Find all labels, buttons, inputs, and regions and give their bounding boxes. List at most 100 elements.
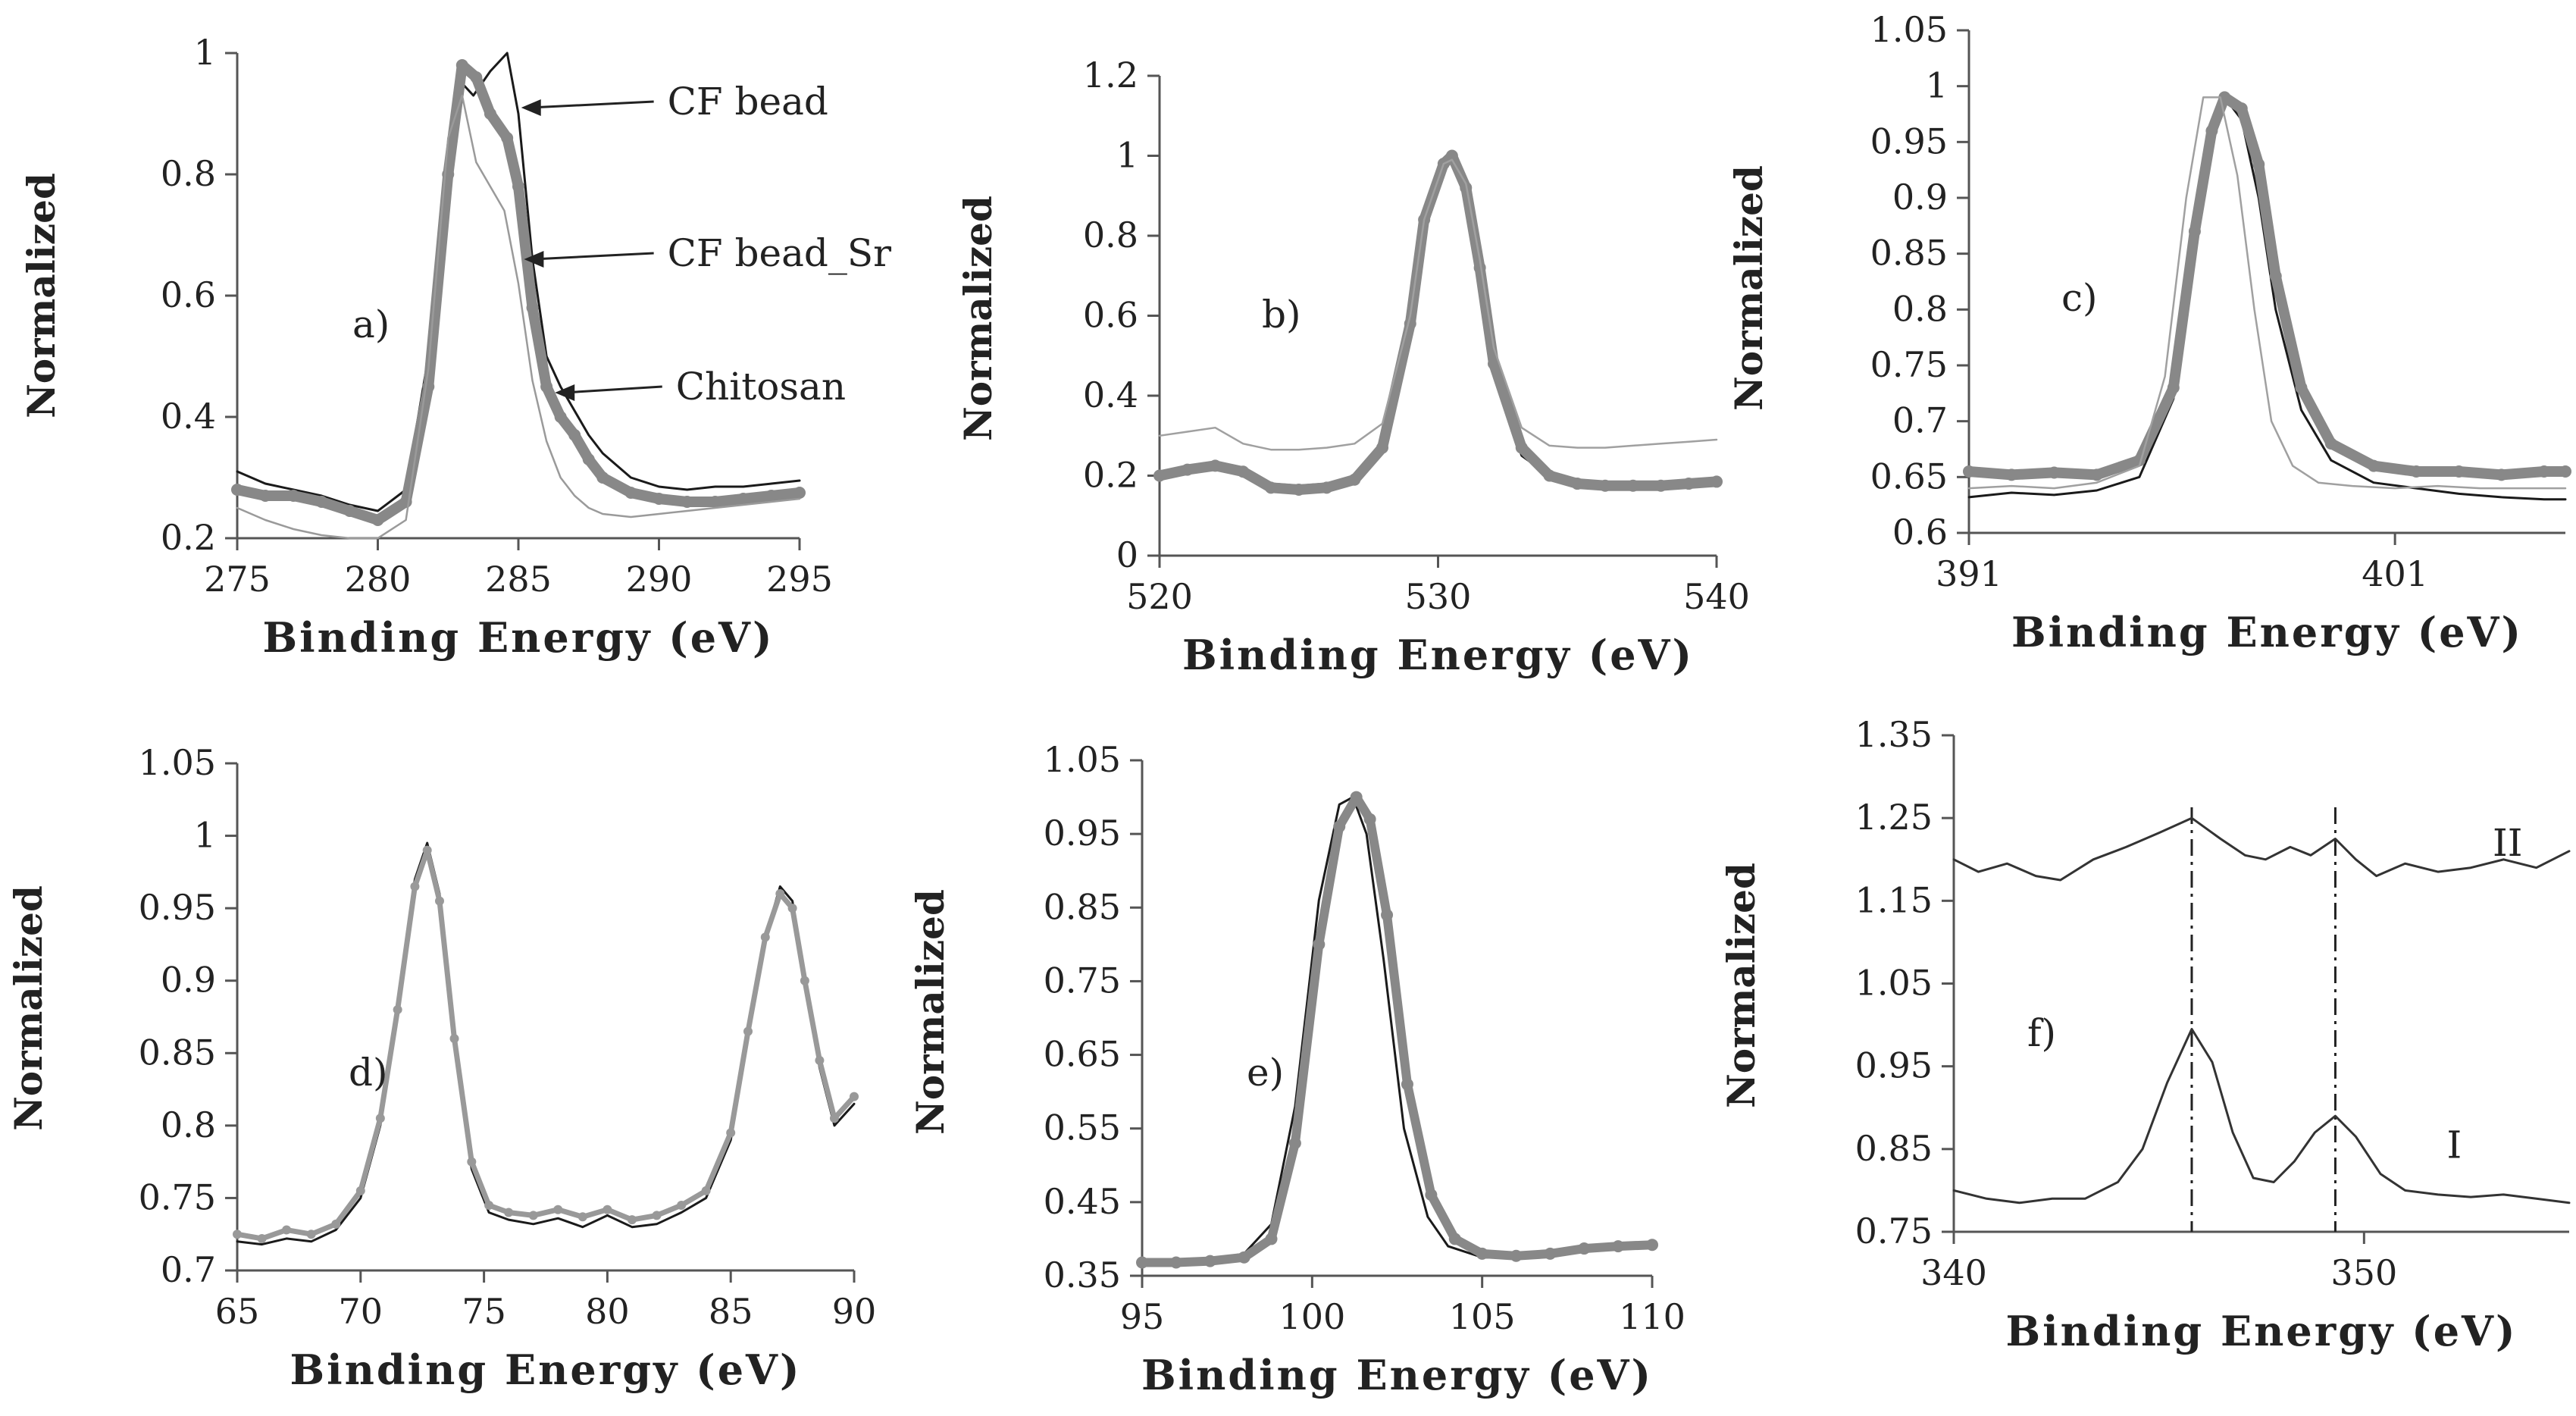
data-point bbox=[455, 59, 468, 71]
x-tick-label: 275 bbox=[204, 559, 271, 600]
data-point bbox=[1711, 475, 1723, 488]
data-point bbox=[528, 1211, 538, 1220]
data-point bbox=[470, 71, 483, 83]
data-point bbox=[2235, 102, 2248, 115]
y-tick-label: 1.05 bbox=[1855, 963, 1933, 1004]
data-point bbox=[737, 493, 750, 505]
data-point bbox=[1544, 1247, 1557, 1260]
y-tick-label: 1.35 bbox=[1855, 714, 1933, 755]
y-axis-label: Normalized bbox=[19, 173, 64, 418]
data-point bbox=[800, 976, 809, 985]
y-axis-label: Normalized bbox=[908, 889, 953, 1135]
y-tick-label: 0.75 bbox=[1870, 344, 1948, 385]
data-point bbox=[1237, 465, 1250, 478]
data-point bbox=[760, 932, 770, 942]
y-tick-label: 0.95 bbox=[1855, 1045, 1933, 1086]
data-point bbox=[765, 490, 778, 502]
y-tick-label: 1.05 bbox=[139, 742, 216, 783]
data-point bbox=[1333, 820, 1346, 833]
y-tick-label: 1.05 bbox=[1044, 739, 1121, 780]
data-point bbox=[1578, 1242, 1591, 1255]
data-point bbox=[422, 845, 432, 855]
data-point bbox=[1626, 479, 1639, 492]
data-point bbox=[2005, 468, 2018, 481]
arrowhead bbox=[555, 384, 575, 401]
data-point bbox=[2324, 437, 2337, 450]
data-point bbox=[577, 1212, 587, 1222]
panel-a: 0.2 0.4 0.6 0.8 1 275 280 285 290 295 Binding Ener… bbox=[19, 32, 891, 662]
panel-c: 0.6 0.65 0.7 0.75 0.8 0.85 0.9 0.95 1 1.05 391 401 B… bbox=[1726, 9, 2571, 656]
data-point bbox=[1599, 479, 1611, 492]
y-axis-label: Normalized bbox=[956, 196, 1000, 441]
data-point bbox=[653, 493, 665, 505]
data-point bbox=[709, 496, 721, 508]
data-point bbox=[1612, 1240, 1625, 1253]
series-line-cf-bead-sr bbox=[1154, 150, 1722, 495]
data-point bbox=[2537, 465, 2550, 478]
panel-label: d) bbox=[349, 1051, 388, 1095]
data-point bbox=[315, 496, 328, 508]
y-tick-label: 1 bbox=[1926, 65, 1948, 106]
panel-b: 0 0.2 0.4 0.6 0.8 1 1.2 520 530 540 Binding Energy… bbox=[956, 55, 1750, 679]
series-label: II bbox=[2493, 821, 2523, 865]
data-point bbox=[1510, 1249, 1523, 1262]
y-tick-label: 1.15 bbox=[1855, 879, 1933, 920]
data-point bbox=[1654, 479, 1667, 492]
data-point bbox=[1381, 909, 1394, 921]
arrowhead bbox=[524, 251, 544, 268]
y-tick-label: 0.85 bbox=[1044, 886, 1121, 927]
x-axis-label: Binding Energy (eV) bbox=[1141, 1351, 1653, 1399]
x-tick-label: 90 bbox=[832, 1291, 877, 1332]
x-axis-label: Binding Energy (eV) bbox=[2011, 608, 2523, 656]
data-point bbox=[2090, 468, 2103, 481]
series-line-cf-bead bbox=[1158, 155, 1718, 487]
y-tick-label: 0.75 bbox=[139, 1176, 216, 1217]
data-point bbox=[743, 1026, 753, 1036]
data-point bbox=[231, 484, 243, 496]
data-point bbox=[1476, 1247, 1488, 1260]
data-point bbox=[681, 496, 693, 508]
y-tick-label: 0.85 bbox=[139, 1032, 216, 1073]
panel-label: f) bbox=[2027, 1011, 2056, 1055]
annotation-label: CF bead_Sr bbox=[668, 231, 892, 275]
data-point bbox=[306, 1230, 316, 1239]
y-tick-label: 1.2 bbox=[1083, 55, 1138, 96]
data-point bbox=[2495, 468, 2508, 481]
data-point bbox=[726, 1128, 736, 1138]
series-line-cf-bead bbox=[236, 52, 801, 512]
annotation-label: CF bead bbox=[668, 80, 828, 124]
arrowhead bbox=[521, 99, 541, 116]
data-point bbox=[793, 487, 806, 499]
x-tick-label: 85 bbox=[709, 1291, 753, 1332]
panel-label: e) bbox=[1247, 1051, 1284, 1095]
y-tick-label: 1.05 bbox=[1870, 9, 1948, 50]
data-point bbox=[1682, 478, 1695, 490]
x-tick-label: 280 bbox=[345, 559, 412, 600]
data-point bbox=[282, 1225, 292, 1235]
series-line-cf-bead-sr bbox=[236, 841, 856, 1246]
data-point bbox=[410, 882, 420, 891]
annotation-arrow bbox=[530, 100, 654, 109]
series-line-cf-bead-sr bbox=[1964, 92, 2571, 481]
y-tick-label: 0.95 bbox=[139, 887, 216, 928]
data-point bbox=[2188, 225, 2201, 238]
y-tick-label: 0.8 bbox=[161, 153, 216, 194]
annotation-label: Chitosan bbox=[676, 365, 846, 409]
series-line-cf-bead-sr bbox=[232, 60, 805, 525]
data-point bbox=[1376, 441, 1388, 454]
y-tick-label: 0 bbox=[1116, 534, 1138, 575]
data-point bbox=[701, 1186, 711, 1195]
data-point bbox=[1363, 813, 1376, 825]
series-line-sr bbox=[234, 847, 857, 1242]
data-point bbox=[2269, 270, 2282, 283]
y-tick-label: 0.35 bbox=[1044, 1255, 1121, 1295]
data-point bbox=[484, 1200, 494, 1210]
series-line-chitosan bbox=[236, 94, 801, 540]
y-tick-label: 0.95 bbox=[1870, 121, 1948, 161]
y-tick-label: 1 bbox=[1116, 135, 1138, 176]
data-point bbox=[1288, 1137, 1301, 1150]
x-tick-label: 95 bbox=[1120, 1296, 1165, 1337]
data-point bbox=[2410, 465, 2423, 478]
series-label: I bbox=[2447, 1123, 2462, 1167]
